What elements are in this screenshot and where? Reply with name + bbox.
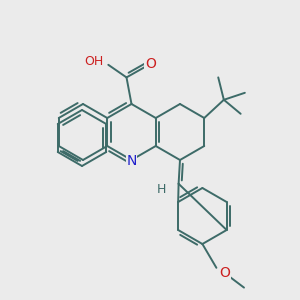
Text: H: H [157,183,167,196]
Text: O: O [219,266,230,280]
Text: OH: OH [84,55,103,68]
Text: N: N [126,154,137,168]
Text: O: O [145,57,156,71]
